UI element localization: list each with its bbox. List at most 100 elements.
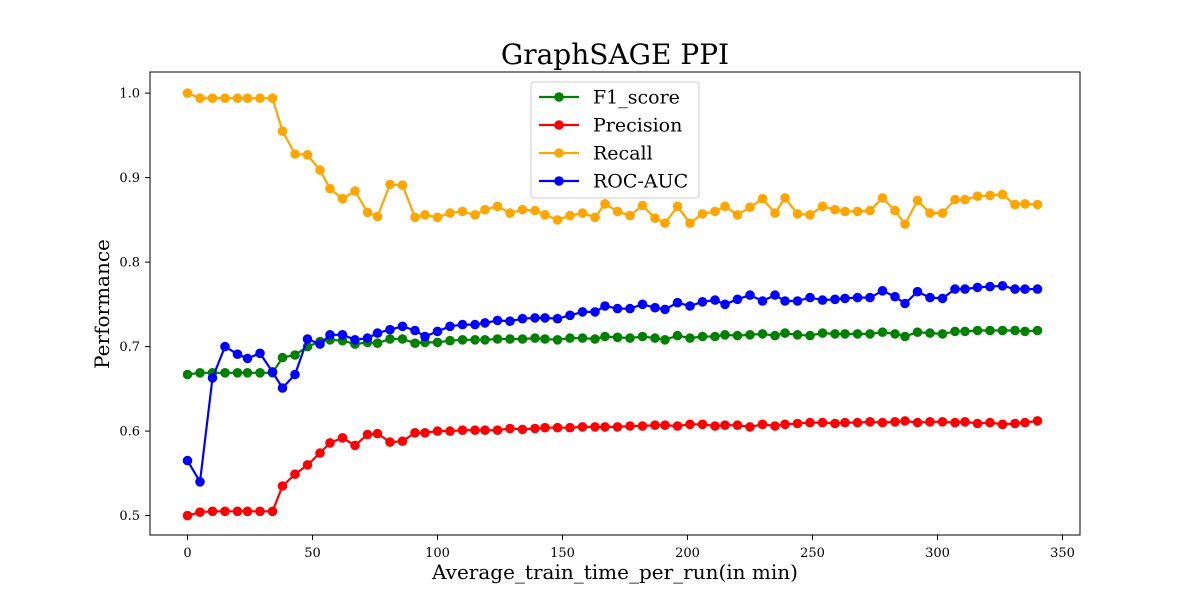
data-point (1020, 326, 1030, 337)
data-point (517, 424, 528, 435)
data-point (697, 419, 708, 430)
data-point (1032, 325, 1043, 336)
data-point (1010, 325, 1020, 336)
data-point (745, 330, 755, 340)
data-point (960, 326, 970, 337)
data-point (852, 329, 863, 339)
data-point (612, 422, 623, 432)
data-point (480, 204, 490, 215)
data-point (480, 335, 490, 345)
data-point (912, 327, 923, 338)
data-point (732, 420, 743, 431)
data-point (552, 215, 563, 225)
data-point (650, 333, 660, 343)
data-point (255, 348, 265, 359)
data-point (685, 333, 695, 343)
data-point (385, 437, 395, 447)
data-point (770, 421, 780, 431)
data-point (817, 201, 828, 212)
data-point (470, 319, 480, 330)
data-point (195, 93, 205, 103)
data-point (625, 333, 635, 343)
data-point (780, 419, 790, 430)
data-point (457, 206, 468, 217)
data-point (577, 422, 588, 432)
data-point (337, 330, 348, 340)
data-point (792, 296, 803, 306)
data-point (877, 417, 888, 428)
data-point (960, 194, 970, 205)
data-point (480, 318, 490, 328)
data-point (267, 93, 278, 103)
data-point (805, 210, 815, 220)
data-point (577, 208, 588, 218)
data-point (985, 281, 995, 292)
data-point (780, 193, 790, 203)
plot-frame (149, 71, 1081, 536)
data-point (697, 297, 708, 307)
data-point (565, 333, 575, 343)
data-point (302, 460, 313, 470)
data-point (302, 334, 313, 344)
data-point (242, 93, 253, 103)
data-point (890, 417, 900, 427)
data-point (912, 195, 923, 206)
data-point (830, 418, 840, 429)
data-point (492, 334, 503, 344)
data-point (612, 206, 623, 217)
data-point (637, 200, 648, 211)
data-point (660, 335, 670, 345)
data-point (397, 334, 408, 344)
y-tick-label: 0.7 (119, 340, 140, 355)
data-point (757, 419, 768, 430)
data-point (997, 325, 1008, 336)
data-point (600, 422, 610, 432)
data-point (457, 335, 468, 345)
data-point (195, 507, 205, 517)
data-point (302, 150, 313, 160)
data-point (277, 481, 288, 491)
y-axis: 0.5 0.6 0.7 0.8 0.9 1.0 (119, 87, 150, 524)
x-tick-label: 150 (550, 546, 575, 561)
data-point (925, 292, 935, 303)
data-point (637, 331, 648, 342)
data-point (830, 204, 840, 215)
data-point (1032, 199, 1043, 210)
data-point (890, 205, 900, 216)
data-point (817, 417, 828, 428)
data-point (432, 326, 443, 337)
data-point (925, 417, 935, 427)
data-point (732, 210, 743, 220)
data-point (445, 426, 455, 436)
data-point (290, 149, 300, 159)
x-tick-label: 350 (1050, 546, 1075, 561)
data-point (745, 202, 755, 212)
data-point (972, 418, 983, 429)
data-point (720, 201, 730, 212)
data-point (997, 281, 1008, 291)
data-point (972, 191, 983, 201)
data-point (385, 179, 395, 190)
data-point (660, 304, 670, 315)
data-point (877, 286, 888, 296)
data-point (315, 165, 325, 175)
y-axis-label: Performance (90, 239, 114, 369)
legend-item-recall: Recall (539, 143, 653, 165)
data-point (877, 193, 888, 203)
data-point (207, 506, 218, 517)
data-point (672, 330, 683, 341)
data-point (432, 337, 443, 348)
data-point (492, 315, 503, 326)
data-point (540, 422, 550, 433)
data-point (732, 294, 743, 305)
data-point (852, 417, 863, 428)
data-point (182, 455, 193, 466)
data-point (410, 325, 420, 336)
data-point (242, 353, 253, 364)
data-point (890, 329, 900, 339)
data-point (372, 428, 383, 439)
data-point (900, 331, 910, 342)
data-point (220, 506, 230, 517)
data-point (720, 330, 730, 340)
data-point (710, 295, 720, 305)
